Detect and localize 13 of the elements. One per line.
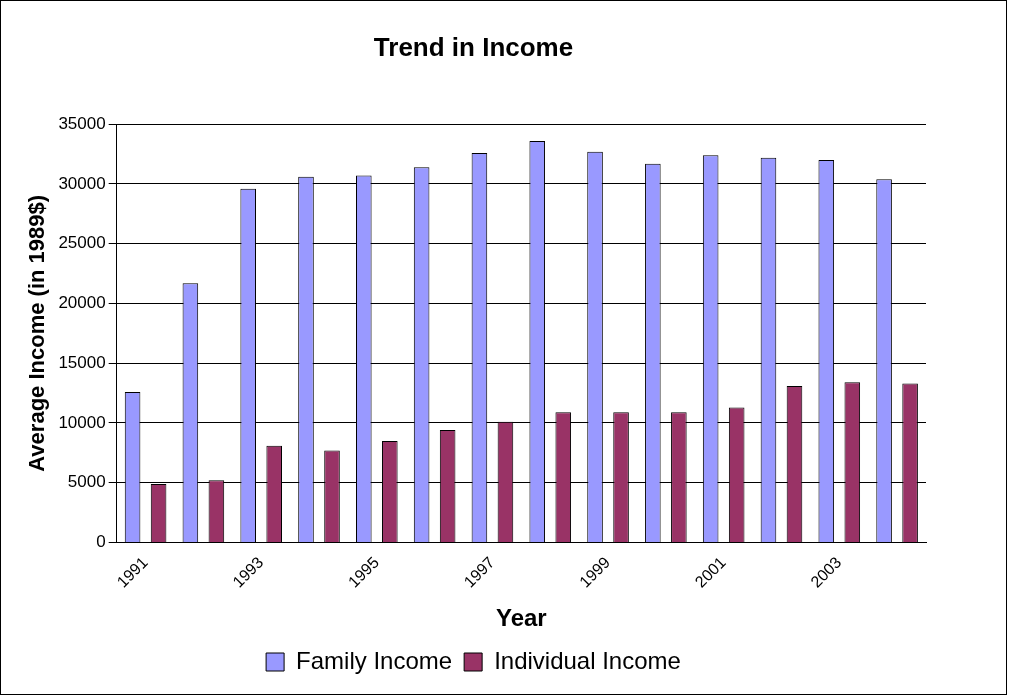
y-tick-label: 30000 (58, 173, 106, 193)
legend-label: Individual Income (494, 646, 681, 674)
chart-title: Trend in Income (373, 31, 574, 62)
legend-label: Family Income (296, 646, 453, 674)
y-axis-title: Average Income (in 1989$) (24, 194, 50, 472)
y-tick-label: 25000 (58, 233, 106, 253)
y-tick-label: 5000 (67, 472, 106, 492)
y-tick-label: 15000 (58, 352, 106, 372)
x-axis-title: Year (495, 604, 547, 632)
y-tick-label: 35000 (58, 113, 106, 133)
y-tick-label: 0 (96, 532, 106, 552)
y-tick-label: 20000 (58, 293, 106, 313)
y-tick-label: 10000 (58, 412, 106, 432)
